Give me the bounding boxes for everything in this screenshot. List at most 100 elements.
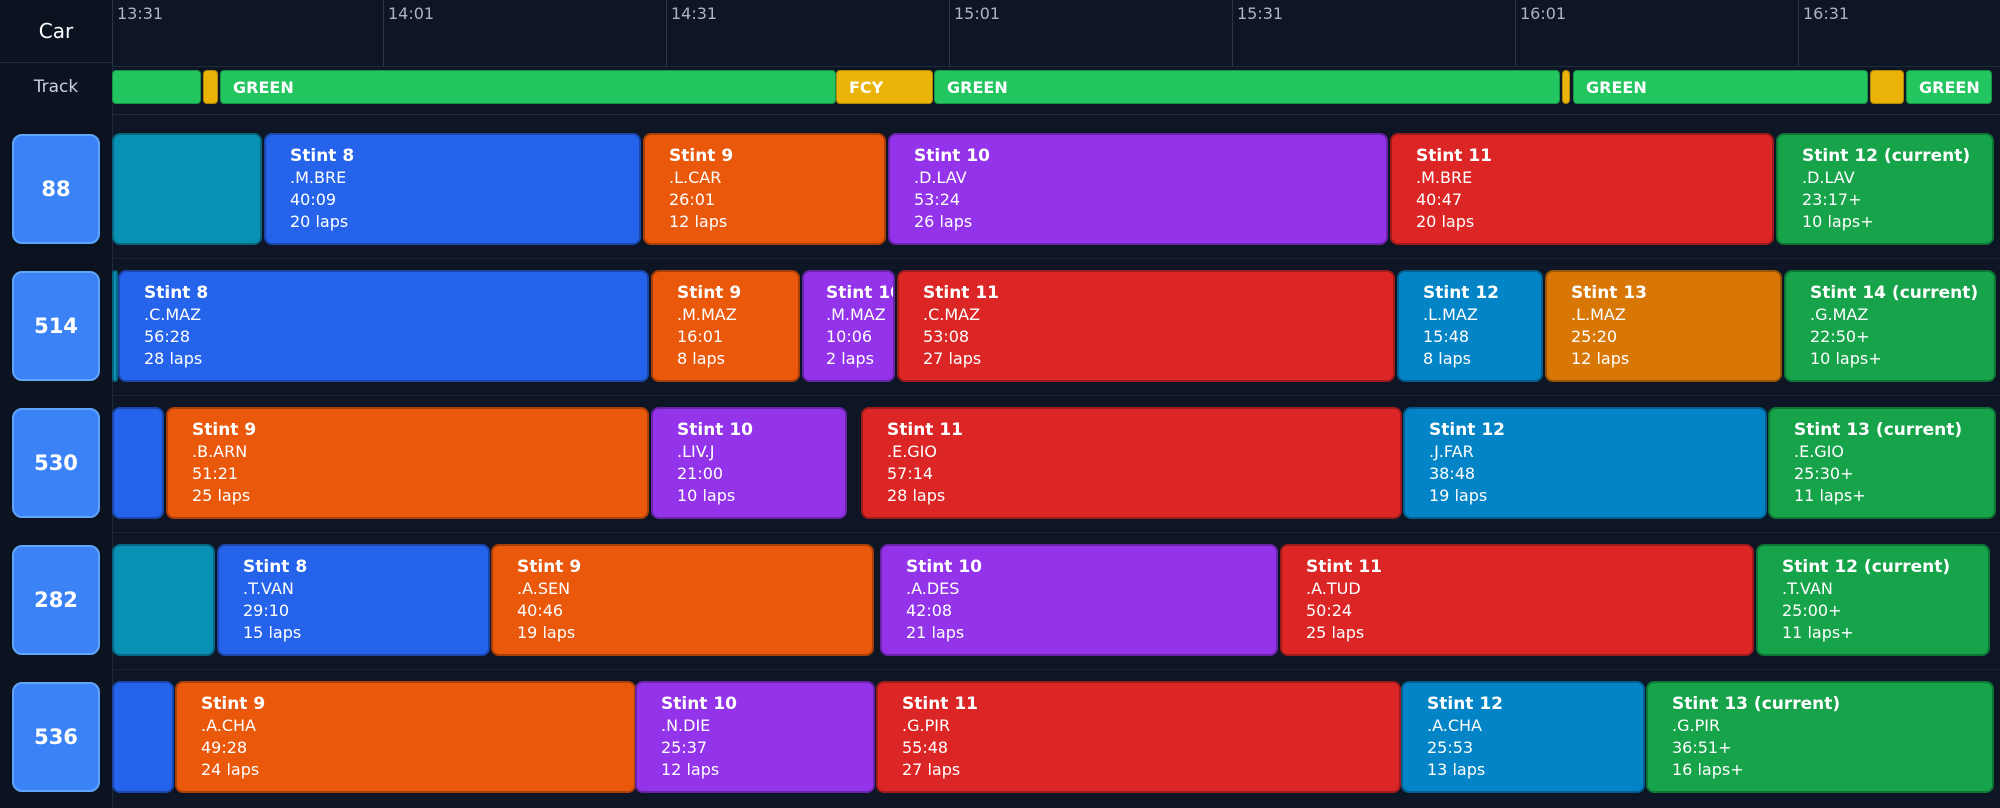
stint-title: Stint 14 (current) [1810,283,1979,303]
stint-duration: 23:17+ [1802,190,1862,209]
stint-laps: 12 laps [661,760,720,779]
stint-block[interactable]: Stint 10 .M.MAZ 10:06 2 laps [802,270,895,382]
stint-title: Stint 10 [906,557,983,577]
stint-laps: 28 laps [887,486,946,505]
header-divider [112,114,2000,115]
stint-laps: 8 laps [1423,349,1472,368]
car-button-536[interactable]: 536 [12,682,100,792]
time-tick: 15:31 [1232,0,1283,66]
stint-title: Stint 11 [923,283,1000,303]
stint-duration: 53:24 [914,190,961,209]
stint-driver: .A.SEN [517,579,571,598]
stint-block[interactable]: Stint 11 .M.BRE 40:47 20 laps [1390,133,1774,245]
stint-block[interactable] [112,133,262,245]
stint-block[interactable]: Stint 10 .LIV.J 21:00 10 laps [651,407,847,519]
track-segment-caution[interactable] [1562,70,1570,104]
stint-laps: 20 laps [1416,212,1475,231]
time-tick: 14:01 [383,0,434,66]
stint-laps: 27 laps [923,349,982,368]
stint-duration: 16:01 [677,327,724,346]
stint-title: Stint 13 (current) [1794,420,1963,440]
stint-block[interactable]: Stint 12 .L.MAZ 15:48 8 laps [1397,270,1543,382]
track-segment-fcy[interactable]: FCY [836,70,933,104]
stint-driver: .M.MAZ [826,305,886,324]
track-segment-caution[interactable] [1870,70,1904,104]
stint-driver: .C.MAZ [144,305,202,324]
stint-driver: .G.MAZ [1810,305,1869,324]
track-segment-green[interactable] [112,70,201,104]
time-axis: 13:31 14:01 14:31 15:01 15:31 16:01 16:3… [112,0,2000,67]
stint-title: Stint 9 [669,146,734,166]
stint-duration: 25:30+ [1794,464,1854,483]
car-button-88[interactable]: 88 [12,134,100,244]
stint-block[interactable]: Stint 12 .J.FAR 38:48 19 laps [1403,407,1767,519]
stint-block[interactable]: Stint 10 .A.DES 42:08 21 laps [880,544,1278,656]
stint-driver: .B.ARN [192,442,248,461]
stint-duration: 57:14 [887,464,934,483]
car-button-530[interactable]: 530 [12,408,100,518]
stint-title: Stint 12 (current) [1782,557,1951,577]
stint-block-current[interactable]: Stint 13 (current) .G.PIR 36:51+ 16 laps… [1646,681,1994,793]
track-segment-green[interactable]: GREEN [1573,70,1868,104]
stint-driver: .M.BRE [1416,168,1473,187]
stint-block[interactable]: Stint 11 .A.TUD 50:24 25 laps [1280,544,1754,656]
stint-duration: 21:00 [677,464,724,483]
stint-block[interactable]: Stint 9 .A.CHA 49:28 24 laps [175,681,636,793]
stint-title: Stint 11 [902,694,979,714]
stint-duration: 53:08 [923,327,970,346]
stint-duration: 10:06 [826,327,873,346]
stint-block[interactable] [112,681,174,793]
stint-block[interactable]: Stint 12 .A.CHA 25:53 13 laps [1401,681,1645,793]
stint-block[interactable] [112,407,164,519]
stint-laps: 12 laps [669,212,728,231]
stint-laps: 12 laps [1571,349,1630,368]
stint-title: Stint 12 [1427,694,1504,714]
stint-laps: 11 laps+ [1794,486,1866,505]
stint-block[interactable]: Stint 11 .G.PIR 55:48 27 laps [876,681,1401,793]
stint-driver: .E.GIO [1794,442,1844,461]
stint-block[interactable] [112,544,215,656]
stint-block-current[interactable]: Stint 12 (current) .D.LAV 23:17+ 10 laps… [1776,133,1994,245]
stint-title: Stint 8 [290,146,355,166]
track-segment-green[interactable]: GREEN [220,70,836,104]
track-segment-green[interactable]: GREEN [1906,70,1992,104]
stint-block-current[interactable]: Stint 13 (current) .E.GIO 25:30+ 11 laps… [1768,407,1996,519]
car-button-282[interactable]: 282 [12,545,100,655]
stint-title: Stint 9 [517,557,582,577]
stint-duration: 22:50+ [1810,327,1870,346]
stint-block[interactable]: Stint 10 .N.DIE 25:37 12 laps [635,681,875,793]
stint-laps: 2 laps [826,349,875,368]
stint-laps: 8 laps [677,349,726,368]
stint-title: Stint 9 [201,694,266,714]
stint-block-current[interactable]: Stint 12 (current) .T.VAN 25:00+ 11 laps… [1756,544,1990,656]
stint-block[interactable]: Stint 9 .B.ARN 51:21 25 laps [166,407,649,519]
stint-title: Stint 11 [887,420,964,440]
stint-block-current[interactable]: Stint 14 (current) .G.MAZ 22:50+ 10 laps… [1784,270,1996,382]
stint-block[interactable]: Stint 8 .T.VAN 29:10 15 laps [217,544,490,656]
stint-laps: 10 laps+ [1802,212,1874,231]
stint-title: Stint 9 [677,283,742,303]
stint-driver: .J.FAR [1429,442,1474,461]
stint-block[interactable]: Stint 11 .C.MAZ 53:08 27 laps [897,270,1395,382]
track-segment-caution[interactable] [203,70,218,104]
stint-block[interactable]: Stint 9 .A.SEN 40:46 19 laps [491,544,874,656]
stint-block[interactable]: Stint 13 .L.MAZ 25:20 12 laps [1545,270,1782,382]
stint-block[interactable]: Stint 9 .M.MAZ 16:01 8 laps [651,270,800,382]
stint-duration: 15:48 [1423,327,1470,346]
stint-driver: .LIV.J [677,442,715,461]
stint-driver: .A.DES [906,579,960,598]
stint-block[interactable]: Stint 8 .C.MAZ 56:28 28 laps [118,270,649,382]
stint-block[interactable]: Stint 8 .M.BRE 40:09 20 laps [264,133,641,245]
stint-driver: .A.CHA [201,716,256,735]
stint-duration: 49:28 [201,738,248,757]
stint-block[interactable]: Stint 9 .L.CAR 26:01 12 laps [643,133,886,245]
stint-block[interactable] [112,270,118,382]
stint-laps: 19 laps [1429,486,1488,505]
stint-block[interactable]: Stint 10 .D.LAV 53:24 26 laps [888,133,1388,245]
stint-driver: .M.BRE [290,168,347,187]
track-segment-green[interactable]: GREEN [934,70,1560,104]
stint-block[interactable]: Stint 11 .E.GIO 57:14 28 laps [861,407,1402,519]
car-button-514[interactable]: 514 [12,271,100,381]
stint-driver: .D.LAV [1802,168,1855,187]
